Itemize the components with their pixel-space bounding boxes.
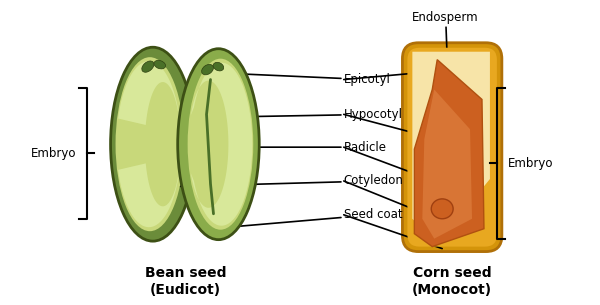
Ellipse shape <box>154 60 166 69</box>
Text: Embryo: Embryo <box>508 156 553 170</box>
Ellipse shape <box>213 62 224 71</box>
Polygon shape <box>118 61 181 227</box>
Polygon shape <box>191 63 252 226</box>
Text: Endosperm: Endosperm <box>412 11 479 58</box>
Ellipse shape <box>116 57 184 231</box>
Text: Epicotyl: Epicotyl <box>211 73 391 86</box>
Polygon shape <box>415 60 484 247</box>
Polygon shape <box>412 52 490 244</box>
Ellipse shape <box>110 47 195 241</box>
Text: Bean seed
(Eudicot): Bean seed (Eudicot) <box>145 267 226 297</box>
Ellipse shape <box>202 64 214 75</box>
Polygon shape <box>422 89 472 239</box>
Ellipse shape <box>142 61 154 72</box>
Ellipse shape <box>431 199 453 219</box>
Text: Embryo: Embryo <box>31 147 76 160</box>
Text: Radicle: Radicle <box>209 141 387 154</box>
FancyBboxPatch shape <box>403 43 502 252</box>
Text: Cotyledon: Cotyledon <box>158 174 404 188</box>
Ellipse shape <box>178 49 259 240</box>
FancyBboxPatch shape <box>407 48 497 247</box>
Text: Hypocotyl: Hypocotyl <box>209 108 403 121</box>
Ellipse shape <box>188 59 253 230</box>
Text: Corn seed
(Monocot): Corn seed (Monocot) <box>412 267 492 297</box>
Text: Seed coat: Seed coat <box>233 208 403 227</box>
